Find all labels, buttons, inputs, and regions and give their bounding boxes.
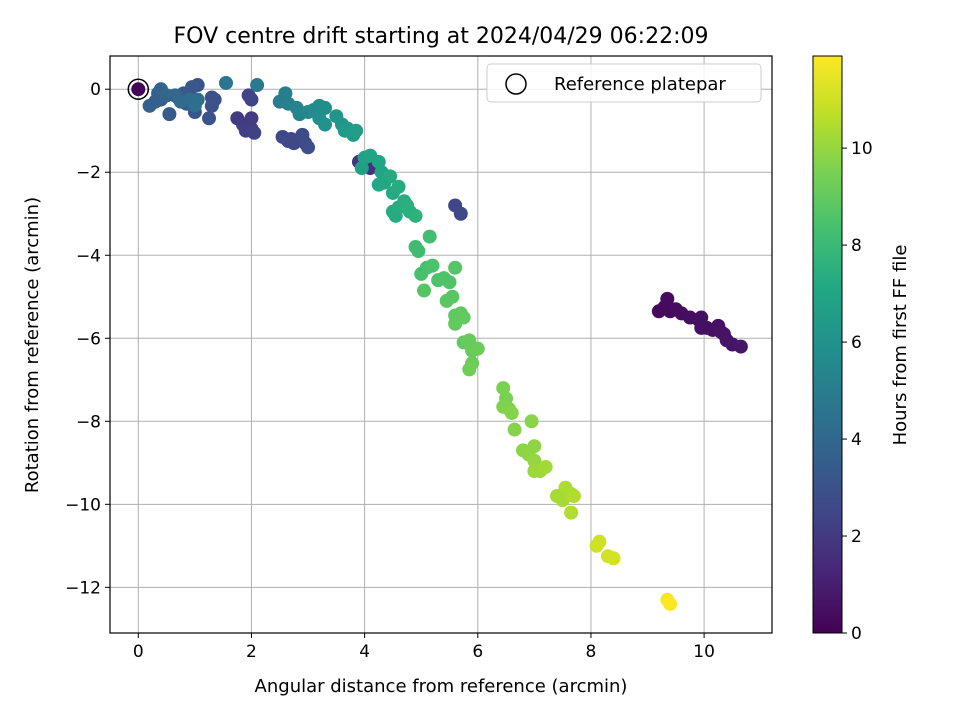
data-point	[694, 310, 709, 325]
y-tick-label: −6	[76, 329, 101, 349]
data-point	[250, 78, 265, 93]
data-point	[592, 534, 607, 549]
data-point	[504, 405, 519, 420]
colorbar	[812, 55, 843, 634]
data-point	[660, 291, 675, 306]
y-axis-label: Rotation from reference (arcmin)	[22, 197, 43, 493]
colorbar-tick-label: 8	[851, 236, 862, 256]
data-point	[301, 140, 316, 155]
data-point	[538, 459, 553, 474]
x-tick-label: 8	[586, 642, 597, 662]
data-point	[162, 107, 177, 122]
data-point	[442, 275, 457, 290]
colorbar-tick-label: 4	[851, 430, 862, 450]
colorbar-tick-label: 0	[851, 624, 862, 644]
data-point	[408, 208, 423, 223]
legend-box	[486, 63, 762, 103]
data-point	[247, 125, 262, 140]
data-point	[202, 111, 217, 126]
y-tick-label: −8	[76, 412, 101, 432]
x-tick-label: 4	[359, 642, 370, 662]
x-tick-label: 2	[246, 642, 257, 662]
colorbar-tick-label: 2	[851, 527, 862, 547]
plot-area	[110, 56, 772, 633]
data-point	[411, 244, 426, 259]
y-tick-label: −4	[76, 246, 101, 266]
legend-marker-icon	[505, 73, 527, 95]
data-point	[318, 100, 333, 115]
data-point	[456, 310, 471, 325]
data-point	[131, 82, 146, 97]
colorbar-ticks: 0 2 4 6 8 10	[842, 139, 873, 644]
y-tick-label: −2	[76, 163, 101, 183]
data-point	[663, 596, 678, 611]
data-point	[733, 339, 748, 354]
data-point	[417, 283, 432, 298]
x-tick-label: 6	[472, 642, 483, 662]
data-point	[564, 505, 579, 520]
data-point	[507, 422, 522, 437]
x-tick-label: 0	[133, 642, 144, 662]
data-point	[445, 289, 460, 304]
data-point	[244, 92, 259, 107]
data-point	[218, 75, 233, 90]
reference-marker	[127, 78, 150, 100]
y-tick-label: −12	[65, 578, 101, 598]
colorbar-tick-label: 10	[851, 139, 873, 159]
data-point	[453, 206, 468, 221]
plot-frame	[109, 55, 773, 634]
colorbar-tick-label: 6	[851, 333, 862, 353]
data-point	[383, 169, 398, 184]
data-point	[425, 258, 440, 273]
data-point	[318, 117, 333, 132]
data-point	[448, 260, 463, 275]
chart-title: FOV centre drift starting at 2024/04/29 …	[174, 24, 709, 49]
x-axis-label: Angular distance from reference (arcmin)	[255, 676, 628, 697]
legend-label: Reference platepar	[554, 74, 726, 95]
x-axis-ticks: 0 2 4 6 8 10	[133, 633, 715, 662]
x-tick-label: 10	[693, 642, 715, 662]
y-axis-ticks: 0 −2 −4 −6 −8 −10 −12	[65, 80, 110, 598]
data-point	[527, 464, 542, 479]
y-tick-label: −10	[65, 495, 101, 515]
data-point	[566, 489, 581, 504]
data-point	[524, 414, 539, 429]
legend: Reference platepar	[486, 63, 762, 103]
data-point	[527, 439, 542, 454]
data-point	[190, 92, 205, 107]
data-point	[148, 94, 163, 109]
data-point	[606, 551, 621, 566]
data-point	[204, 98, 219, 113]
data-point	[349, 123, 364, 138]
data-point	[470, 341, 485, 356]
data-points	[127, 75, 748, 611]
data-point	[391, 179, 406, 194]
data-point	[462, 362, 477, 377]
colorbar-label: Hours from first FF file	[890, 245, 911, 446]
data-point	[716, 327, 731, 342]
data-point	[422, 229, 437, 244]
data-point	[699, 320, 714, 335]
y-tick-label: 0	[90, 80, 101, 100]
data-point	[244, 111, 259, 126]
